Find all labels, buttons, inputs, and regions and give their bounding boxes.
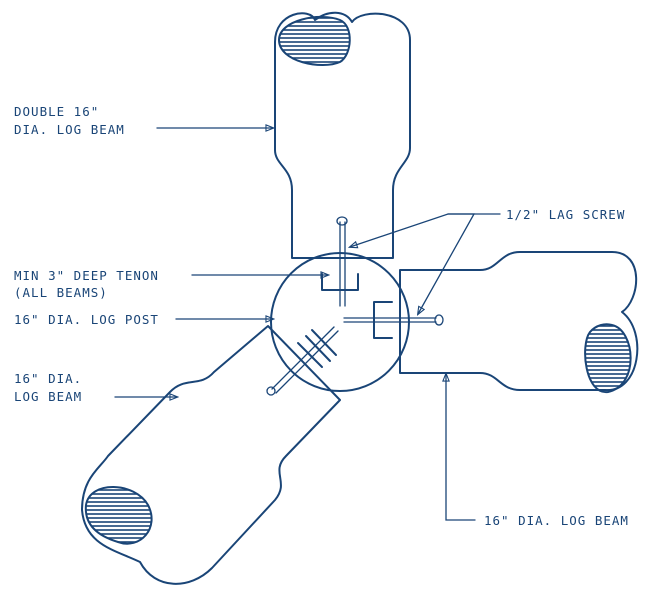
lag-screws [266,216,444,396]
label-left-beam-line1: 16" DIA. [14,371,82,386]
label-right-beam: 16" DIA. LOG BEAM [484,513,629,528]
left-log-beam [81,325,341,585]
label-double-beam-line1: DOUBLE 16" [14,104,99,119]
top-log-beam [274,11,411,259]
label-double-beam-line2: DIA. LOG BEAM [14,122,125,137]
label-lag-screw: 1/2" LAG SCREW [506,207,625,222]
label-tenon-line2: (ALL BEAMS) [14,285,108,300]
label-left-beam-line2: LOG BEAM [14,389,82,404]
label-log-post: 16" DIA. LOG POST [14,312,159,327]
right-beam-end-grain [584,323,632,394]
top-beam-end-grain [277,16,351,66]
label-tenon-line1: MIN 3" DEEP TENON [14,268,159,283]
left-beam-end-grain [84,486,153,545]
leader-lines [114,128,501,521]
right-log-beam [399,251,639,394]
